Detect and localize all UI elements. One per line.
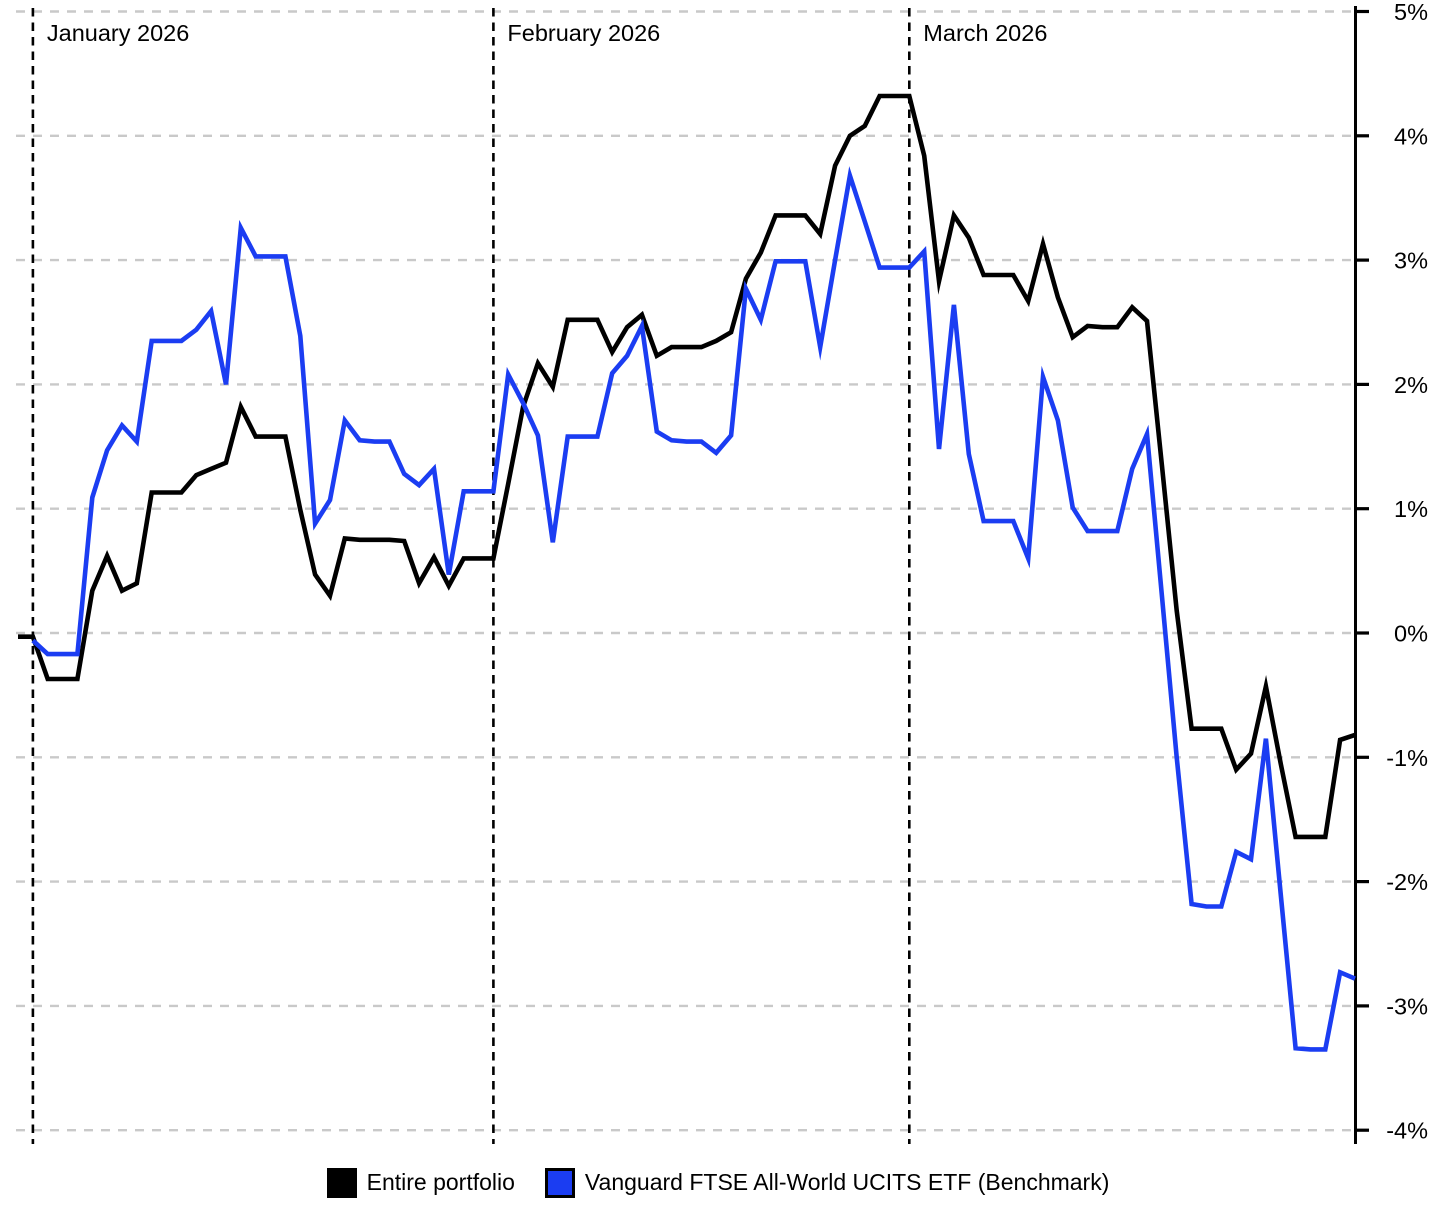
- legend-item-portfolio[interactable]: Entire portfolio: [326, 1168, 515, 1198]
- y-axis-label: 5%: [1394, 0, 1428, 25]
- series-line-portfolio[interactable]: [18, 93, 1356, 840]
- chart-canvas: January 2026 February 2026 March 2026 5% 4% 3…: [16, 0, 1428, 1144]
- legend-label: Vanguard FTSE All-World UCITS ETF (Bench…: [584, 1169, 1110, 1196]
- y-axis-label: 4%: [1394, 123, 1428, 149]
- chart-legend: Entire portfolio Vanguard FTSE All-World …: [0, 1168, 1436, 1198]
- y-axis-label: -2%: [1386, 869, 1428, 895]
- month-label: January 2026: [47, 20, 189, 46]
- y-axis-label: -3%: [1386, 993, 1428, 1019]
- y-axis-label: -1%: [1386, 745, 1428, 771]
- legend-swatch-portfolio: [326, 1168, 357, 1198]
- y-axis-label: 3%: [1394, 248, 1428, 274]
- y-axis-label: -4%: [1386, 1118, 1428, 1144]
- y-axis-label: 0%: [1394, 621, 1428, 647]
- series-line-benchmark[interactable]: [31, 166, 1356, 1052]
- month-label: February 2026: [507, 20, 660, 46]
- month-label: March 2026: [923, 20, 1047, 46]
- legend-swatch-benchmark: [544, 1168, 575, 1198]
- y-axis-label: 2%: [1394, 372, 1428, 398]
- y-axis-label: 1%: [1394, 496, 1428, 522]
- legend-label: Entire portfolio: [366, 1169, 515, 1196]
- legend-item-benchmark[interactable]: Vanguard FTSE All-World UCITS ETF (Bench…: [544, 1168, 1110, 1198]
